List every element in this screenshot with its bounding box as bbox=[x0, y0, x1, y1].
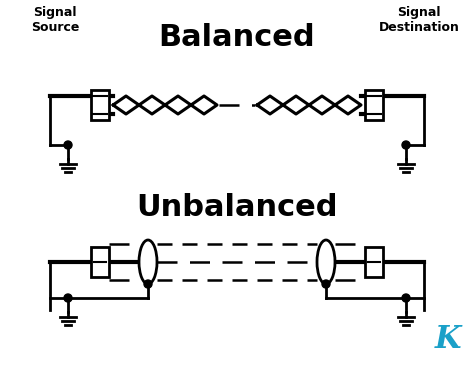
Text: Balanced: Balanced bbox=[159, 23, 315, 52]
Text: Signal
Destination: Signal Destination bbox=[379, 6, 459, 34]
Circle shape bbox=[402, 294, 410, 302]
Circle shape bbox=[322, 280, 330, 288]
Bar bbox=[91, 247, 109, 277]
Ellipse shape bbox=[139, 240, 157, 284]
Bar bbox=[365, 247, 383, 277]
Text: Signal
Source: Signal Source bbox=[31, 6, 79, 34]
Circle shape bbox=[144, 280, 152, 288]
Circle shape bbox=[64, 141, 72, 149]
Text: K: K bbox=[435, 325, 461, 355]
Circle shape bbox=[64, 294, 72, 302]
Bar bbox=[365, 90, 383, 120]
Ellipse shape bbox=[317, 240, 335, 284]
Text: Unbalanced: Unbalanced bbox=[136, 194, 338, 223]
Circle shape bbox=[402, 141, 410, 149]
Bar bbox=[91, 90, 109, 120]
